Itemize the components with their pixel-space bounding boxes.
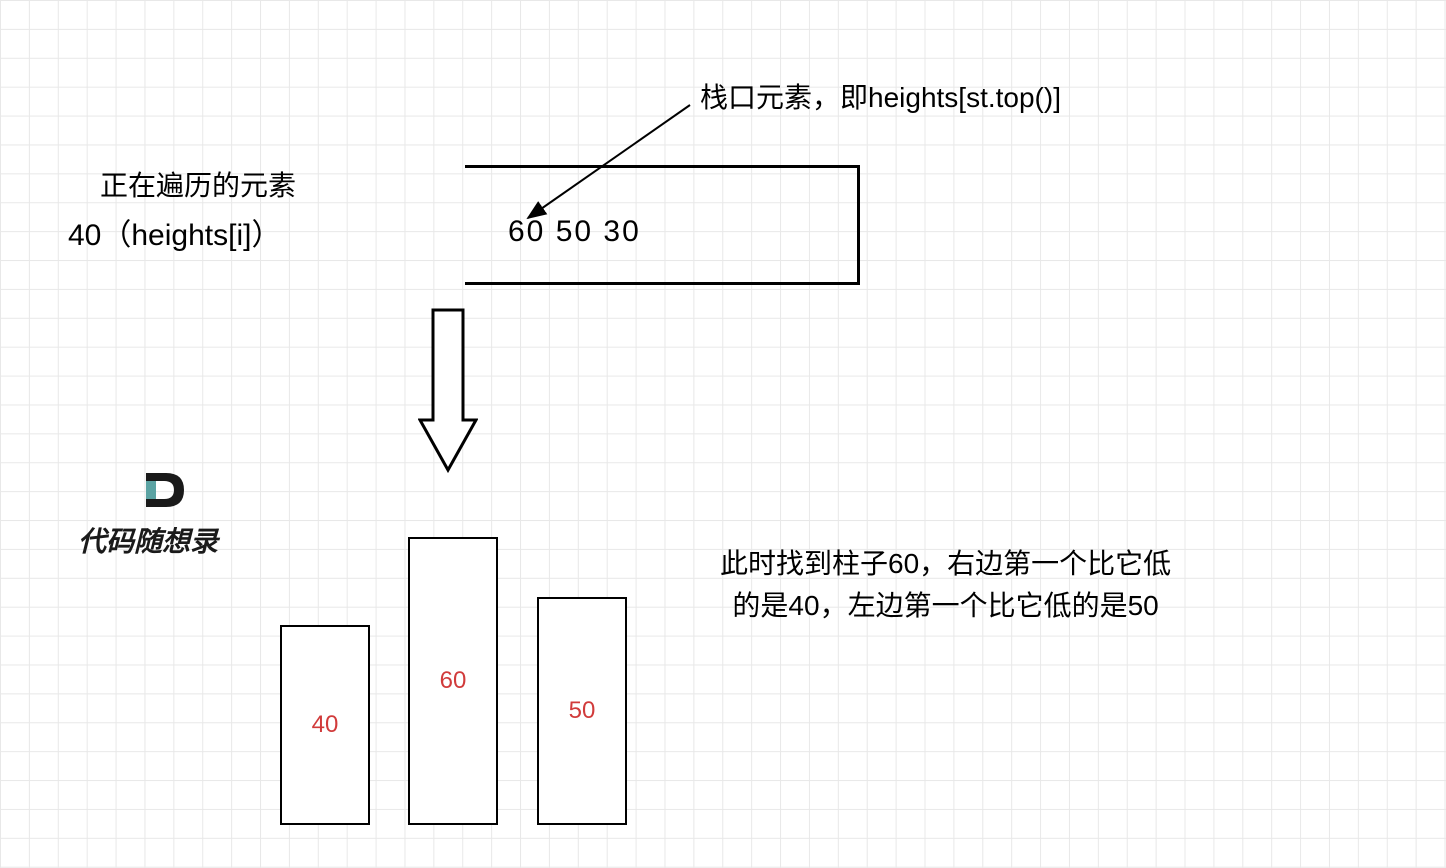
bar-50: 50 bbox=[537, 597, 627, 825]
bar-60: 60 bbox=[408, 537, 498, 825]
explanation-text: 此时找到柱子60，右边第一个比它低 的是40，左边第一个比它低的是50 bbox=[720, 543, 1171, 627]
bar-40-label: 40 bbox=[312, 711, 339, 739]
stack-values: 60 50 30 bbox=[508, 215, 641, 249]
explanation-line1: 此时找到柱子60，右边第一个比它低 bbox=[720, 543, 1171, 585]
bar-40: 40 bbox=[280, 625, 370, 825]
watermark-logo bbox=[140, 467, 190, 522]
bar-50-label: 50 bbox=[569, 697, 596, 725]
bar-60-label: 60 bbox=[440, 667, 467, 695]
big-down-arrow bbox=[418, 305, 478, 475]
pointer-arrow bbox=[0, 0, 1446, 868]
watermark-text: 代码随想录 bbox=[78, 520, 218, 560]
explanation-line2: 的是40，左边第一个比它低的是50 bbox=[720, 585, 1171, 627]
